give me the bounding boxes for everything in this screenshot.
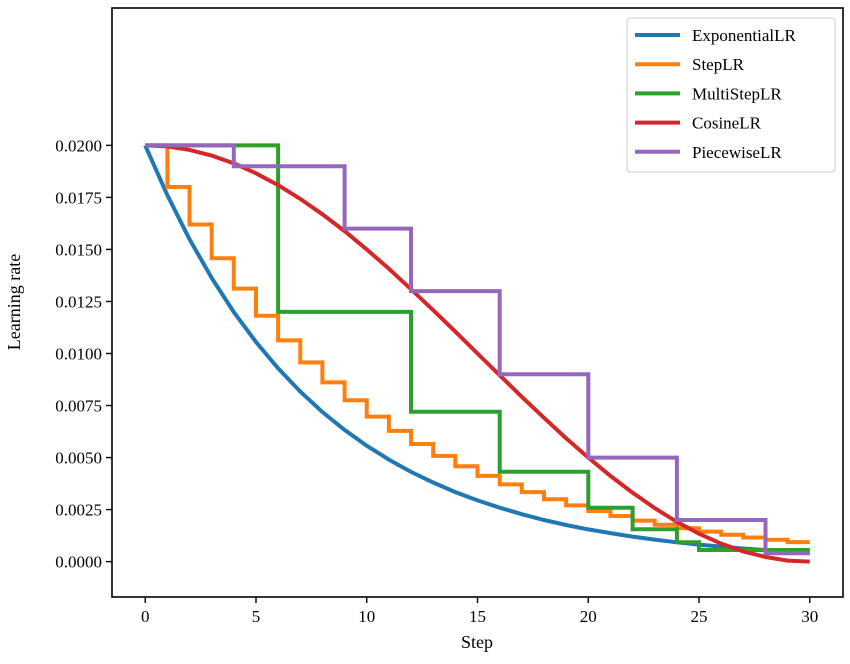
y-tick-label: 0.0200 [55,136,102,155]
series-line-steplr [145,143,810,545]
y-tick-label: 0.0050 [55,449,102,468]
x-tick-label: 10 [358,607,375,626]
x-tick-label: 5 [252,607,261,626]
x-axis-label: Step [461,632,493,652]
x-tick-label: 0 [141,607,150,626]
x-tick-label: 15 [469,607,486,626]
legend-label: CosineLR [692,114,762,133]
y-tick-label: 0.0075 [55,397,102,416]
legend: ExponentialLR StepLR MultiStepLR CosineLR Pi… [626,17,836,173]
legend-label: ExponentialLR [692,26,797,45]
legend-label: StepLR [692,55,745,74]
series-line-multisteplr [145,143,810,552]
x-tick-label: 30 [801,607,818,626]
x-axis-ticks: 0 5 10 15 20 25 30 [141,597,818,626]
y-axis-ticks: 0.0000 0.0025 0.0050 0.0075 0.0100 0.0125 0.01… [55,136,112,572]
y-tick-label: 0.0000 [55,553,102,572]
series-line-exponentiallr [143,144,810,555]
series-layer [143,143,810,564]
y-tick-label: 0.0150 [55,240,102,259]
legend-box [626,17,836,173]
y-tick-label: 0.0100 [55,344,102,363]
legend-label: PiecewiseLR [692,143,782,162]
x-tick-label: 20 [580,607,597,626]
y-tick-label: 0.0025 [55,501,102,520]
y-tick-label: 0.0175 [55,188,102,207]
x-tick-label: 25 [691,607,708,626]
y-tick-label: 0.0125 [55,292,102,311]
series-line-cosinelr [145,143,810,564]
y-axis-label: Learning rate [4,254,24,350]
series-line-piecewiselr [145,143,810,556]
legend-label: MultiStepLR [692,84,782,103]
